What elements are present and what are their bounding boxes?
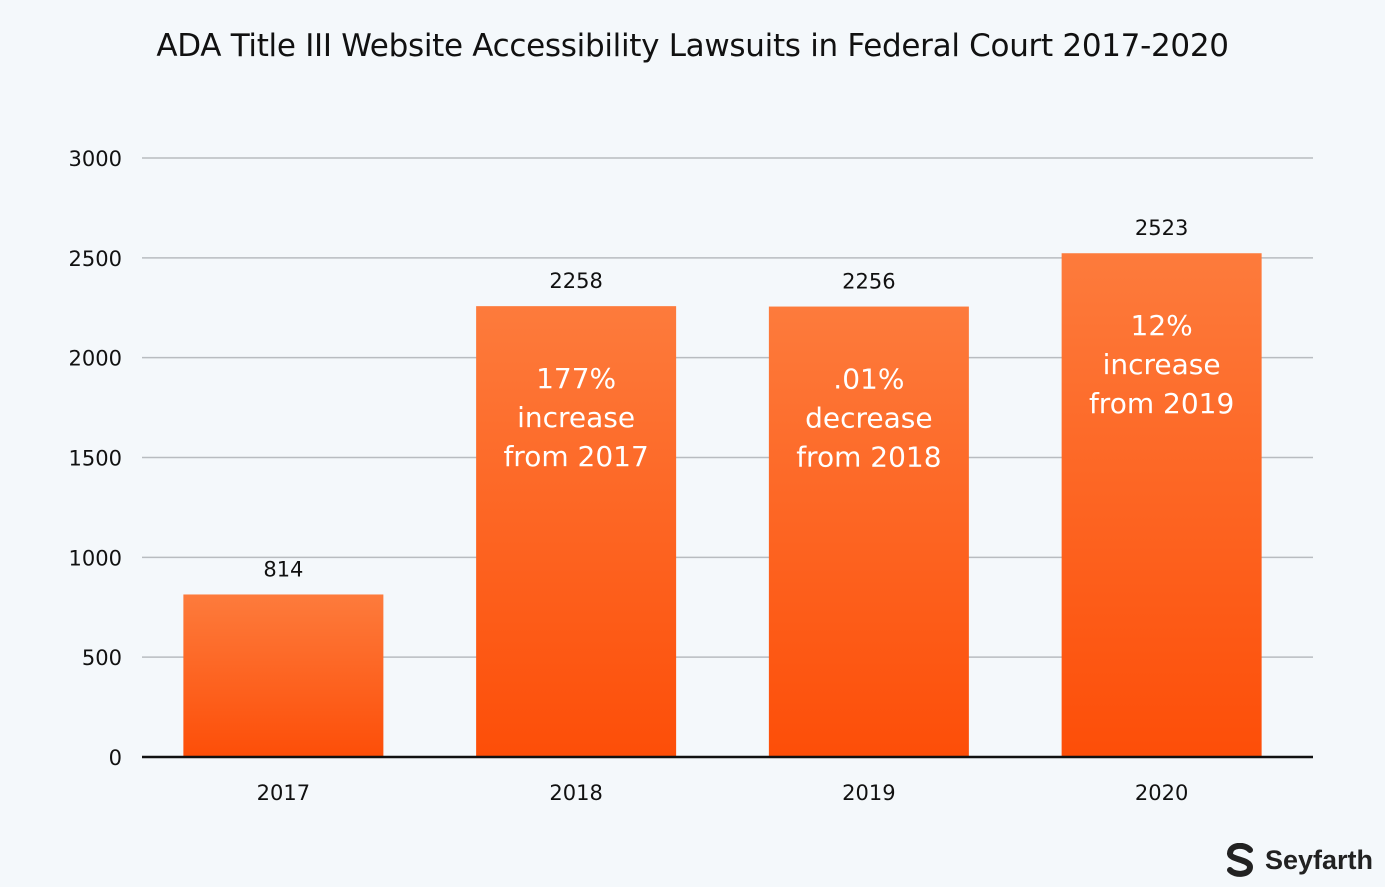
data-label: 2256	[842, 270, 895, 294]
x-tick-label: 2019	[842, 781, 895, 805]
seyfarth-s-icon	[1226, 843, 1253, 877]
chart-title: ADA Title III Website Accessibility Laws…	[156, 28, 1229, 64]
bar-annotation: from 2018	[796, 441, 941, 474]
bar-2018	[476, 306, 677, 757]
data-label: 814	[263, 557, 303, 581]
seyfarth-logo: Seyfarth	[1223, 843, 1373, 877]
x-tick-label: 2017	[257, 781, 310, 805]
bar-annotation: from 2017	[503, 440, 648, 473]
y-tick-label: 0	[109, 746, 122, 770]
bar-annotation: increase	[1103, 348, 1221, 381]
bar-annotation: .01%	[833, 363, 904, 396]
bar-2017	[183, 594, 384, 757]
bar-annotation: from 2019	[1089, 387, 1234, 420]
bar-annotation: increase	[517, 401, 635, 434]
y-tick-label: 3000	[69, 147, 122, 171]
y-tick-label: 1500	[69, 447, 122, 471]
y-tick-label: 1000	[69, 546, 122, 570]
x-tick-label: 2020	[1135, 781, 1188, 805]
data-label: 2523	[1135, 216, 1188, 240]
bar-annotation: decrease	[805, 402, 933, 435]
bar-2019	[768, 306, 969, 757]
x-tick-label: 2018	[549, 781, 602, 805]
logo-text: Seyfarth	[1264, 844, 1373, 875]
data-label: 2258	[549, 269, 602, 293]
bar-annotation: 12%	[1131, 309, 1193, 342]
bar-2020	[1061, 253, 1262, 757]
bar-annotation: 177%	[536, 362, 616, 395]
y-tick-label: 2500	[69, 247, 122, 271]
y-tick-label: 2000	[69, 347, 122, 371]
y-tick-label: 500	[82, 646, 122, 670]
